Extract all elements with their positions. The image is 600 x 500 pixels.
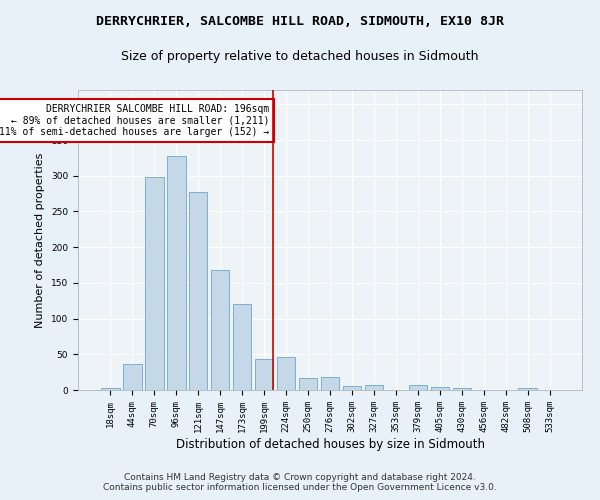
Bar xyxy=(145,177,164,390)
Text: Contains HM Land Registry data © Crown copyright and database right 2024.
Contai: Contains HM Land Registry data © Crown c… xyxy=(103,473,497,492)
Y-axis label: Number of detached properties: Number of detached properties xyxy=(35,152,46,328)
Bar xyxy=(211,270,229,390)
Bar xyxy=(452,388,471,390)
Bar xyxy=(343,386,361,390)
Bar xyxy=(518,388,537,390)
Bar xyxy=(123,364,142,390)
Bar xyxy=(277,357,295,390)
Text: Size of property relative to detached houses in Sidmouth: Size of property relative to detached ho… xyxy=(121,50,479,63)
Bar xyxy=(233,304,251,390)
Text: DERRYCHRIER SALCOMBE HILL ROAD: 196sqm
← 89% of detached houses are smaller (1,2: DERRYCHRIER SALCOMBE HILL ROAD: 196sqm ←… xyxy=(0,104,269,136)
Bar xyxy=(431,387,449,390)
X-axis label: Distribution of detached houses by size in Sidmouth: Distribution of detached houses by size … xyxy=(176,438,485,450)
Bar xyxy=(365,385,383,390)
Bar xyxy=(255,358,274,390)
Bar xyxy=(189,192,208,390)
Bar xyxy=(320,377,340,390)
Bar xyxy=(409,385,427,390)
Text: DERRYCHRIER, SALCOMBE HILL ROAD, SIDMOUTH, EX10 8JR: DERRYCHRIER, SALCOMBE HILL ROAD, SIDMOUT… xyxy=(96,15,504,28)
Bar xyxy=(101,388,119,390)
Bar xyxy=(299,378,317,390)
Bar xyxy=(167,156,185,390)
